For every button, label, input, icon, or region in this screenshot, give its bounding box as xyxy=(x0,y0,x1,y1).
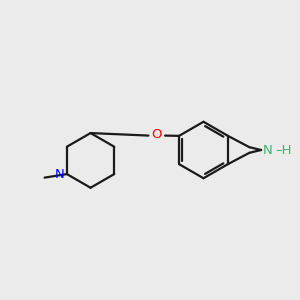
Text: N: N xyxy=(263,143,273,157)
Text: N: N xyxy=(55,168,64,181)
Text: –H: –H xyxy=(275,143,292,157)
Text: O: O xyxy=(152,128,162,141)
